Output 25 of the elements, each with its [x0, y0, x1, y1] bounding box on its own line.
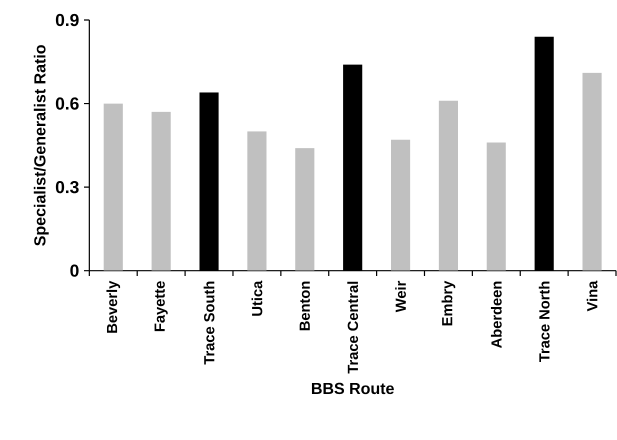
bar — [295, 148, 314, 271]
y-axis-title: Specialist/Generalist Ratio — [34, 45, 49, 246]
y-tick-label: 0 — [70, 264, 79, 277]
y-tick-label: 0.6 — [56, 97, 79, 110]
x-tick-label: Vina — [586, 280, 598, 312]
bar — [486, 142, 506, 271]
bar — [390, 140, 410, 271]
bar — [152, 112, 171, 271]
x-tick-label: Utica — [252, 280, 262, 316]
x-axis-title: BBS Route — [312, 382, 394, 394]
x-tick-label: Aberdeen — [490, 282, 502, 348]
bar — [438, 100, 458, 271]
x-tick-label: Weir — [395, 280, 406, 312]
x-tick-label: Trace North — [538, 282, 550, 362]
x-tick-label: Beverly — [106, 280, 120, 333]
bar — [582, 72, 602, 271]
y-tick-label: 0.3 — [56, 180, 79, 194]
bar — [104, 104, 123, 271]
bar — [247, 131, 266, 271]
x-tick-label: Embry — [442, 280, 456, 326]
x-tick-label: Fayette — [154, 281, 168, 332]
x-tick-label: Benton — [300, 282, 310, 330]
x-tick-label: Trace South — [204, 282, 214, 364]
x-tick-label: Trace Central — [347, 282, 358, 374]
y-tick-label: 0.9 — [56, 14, 79, 26]
